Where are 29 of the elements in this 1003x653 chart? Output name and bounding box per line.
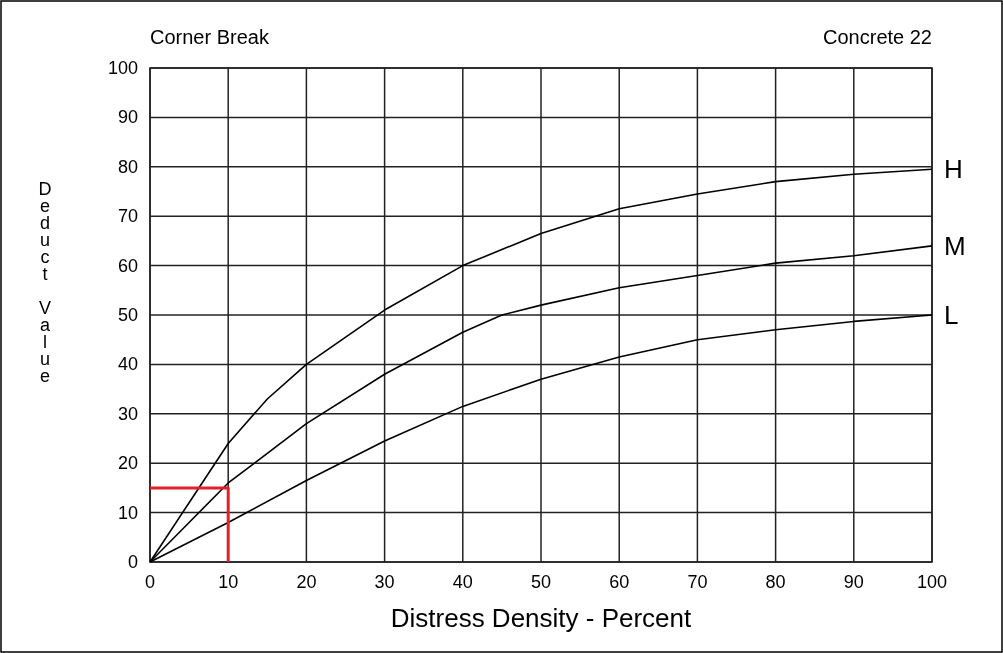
series-label: L bbox=[944, 300, 959, 330]
series-label: H bbox=[944, 154, 963, 185]
x-tick-label: 40 bbox=[452, 572, 473, 592]
x-tick-label: 0 bbox=[144, 572, 156, 592]
x-tick-label: 90 bbox=[843, 572, 864, 592]
x-tick-label: 70 bbox=[687, 572, 708, 592]
chart-subtitle: Concrete 22 bbox=[823, 26, 932, 48]
y-tick-label: 80 bbox=[117, 156, 138, 177]
y-tick-label: 60 bbox=[117, 255, 138, 276]
chart-title: Corner Break bbox=[150, 26, 270, 48]
y-tick-label: 40 bbox=[117, 354, 138, 375]
y-tick-label: 20 bbox=[117, 453, 138, 474]
y-tick-label: 10 bbox=[117, 502, 138, 523]
series-label: M bbox=[944, 230, 966, 261]
x-tick-label: 60 bbox=[609, 572, 630, 592]
y-tick-label: 90 bbox=[117, 107, 138, 128]
y-tick-label: 70 bbox=[117, 206, 138, 227]
x-tick-label: 100 bbox=[916, 572, 948, 592]
x-tick-label: 10 bbox=[218, 572, 239, 592]
y-tick-label: 50 bbox=[117, 305, 138, 325]
x-tick-label: 20 bbox=[296, 572, 317, 592]
x-tick-label: 80 bbox=[765, 572, 786, 592]
x-tick-label: 50 bbox=[530, 572, 552, 592]
y-tick-label: 30 bbox=[117, 403, 138, 424]
text: Deduct Value bbox=[38, 179, 52, 386]
y-tick-label: 100 bbox=[107, 58, 138, 78]
x-tick-label: 30 bbox=[374, 572, 395, 592]
x-axis-title: Distress Density - Percent bbox=[390, 603, 693, 633]
y-tick-label: 0 bbox=[127, 552, 138, 572]
